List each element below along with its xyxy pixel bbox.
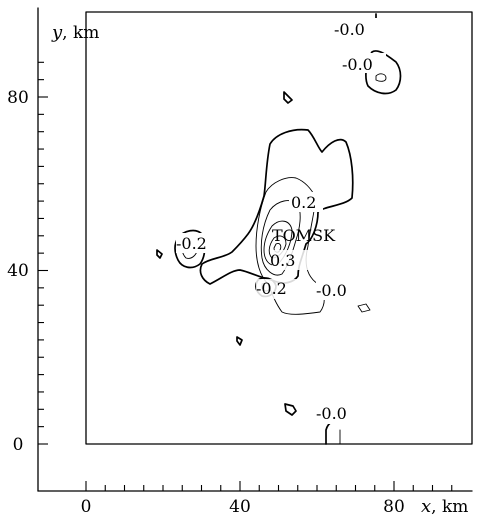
- contour-top-right-inner: [375, 73, 387, 82]
- x-axis-ticks: [85, 481, 453, 491]
- y-axis-unit: , km: [62, 23, 99, 43]
- y-axis-title: y, km: [51, 22, 99, 43]
- y-axis-ticks: [38, 61, 48, 445]
- label-bg: [332, 18, 378, 38]
- contour-label-east: -0.0: [316, 281, 347, 300]
- label-bg: [316, 280, 362, 300]
- contour-label-west: -0.2: [176, 234, 207, 253]
- contour-island-south: [236, 336, 243, 346]
- contour-label-top-edge: -0.0: [334, 20, 365, 39]
- city-label-tomsk: TOMSK: [272, 226, 336, 245]
- axes-frame: [37, 7, 473, 492]
- label-bg: [316, 404, 362, 424]
- x-axis-title: x, km: [421, 496, 468, 517]
- contour-west-loop: [174, 229, 206, 269]
- contour-label-core: 0.3: [270, 251, 295, 270]
- label-bg: [176, 233, 222, 253]
- contour-island-bottom: [284, 403, 297, 416]
- contour-island-west: [156, 249, 163, 259]
- y-tick-label-0: 0: [13, 435, 24, 455]
- label-bg: [272, 250, 308, 270]
- contour-label-bottom: -0.0: [316, 404, 347, 423]
- contour-island-east: [357, 303, 371, 313]
- contour-label-plume: 0.2: [291, 193, 316, 212]
- contour-label-group: -0.0 -0.0 0.2 -0.2 TOMSK 0.3 -0.2 -0.0 -…: [176, 18, 386, 424]
- contour-island-north: [283, 91, 293, 104]
- label-bg: [256, 279, 302, 299]
- contour-label-south: -0.2: [256, 279, 287, 298]
- label-bg: [340, 53, 386, 73]
- x-axis-name: x: [421, 496, 431, 517]
- x-tick-label-80: 80: [383, 497, 405, 517]
- y-tick-label-40: 40: [7, 261, 29, 281]
- contour-top-right-loop: [365, 50, 402, 95]
- label-bg: [289, 192, 323, 212]
- domain-border: [85, 11, 473, 445]
- x-axis-unit: , km: [431, 497, 468, 517]
- contour-label-top-right: -0.0: [342, 55, 373, 74]
- x-tick-label-0: 0: [81, 497, 92, 517]
- y-axis-name: y: [51, 22, 63, 43]
- y-tick-label-80: 80: [7, 88, 29, 108]
- x-tick-label-40: 40: [229, 497, 251, 517]
